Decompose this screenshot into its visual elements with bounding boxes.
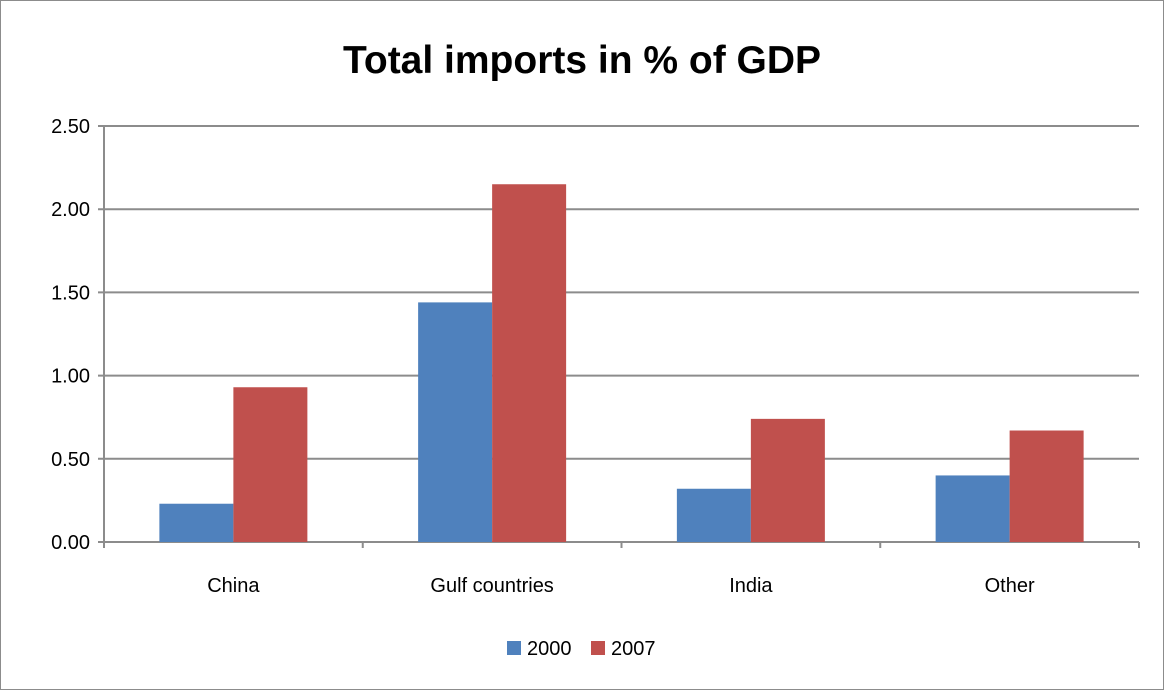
legend-label-2000: 2000 [527, 638, 572, 660]
bar-2000-other [935, 475, 1010, 542]
y-tick-label: 2.50 [51, 116, 90, 138]
legend: 2000 2007 [507, 638, 656, 660]
x-tick-label: India [729, 575, 773, 597]
y-tick-label: 0.50 [51, 449, 90, 471]
legend-label-2007: 2007 [611, 638, 656, 660]
bar-2007-other [1009, 430, 1084, 542]
bar-2007-india [750, 418, 825, 542]
y-tick-label: 0.00 [51, 532, 90, 554]
bar-2000-china [159, 503, 234, 542]
legend-swatch-2007 [591, 641, 605, 655]
bars [159, 184, 1084, 543]
y-tick-label: 1.50 [51, 282, 90, 304]
bar-2007-china [233, 387, 308, 542]
bar-2000-gulf-countries [418, 302, 493, 542]
y-axis-tick-labels: 0.00 0.50 1.00 1.50 2.00 2.50 [51, 116, 90, 554]
legend-swatch-2000 [507, 641, 521, 655]
y-tick-label: 2.00 [51, 199, 90, 221]
x-tick-label: Gulf countries [430, 575, 553, 597]
y-tick-label: 1.00 [51, 366, 90, 388]
chart-title: Total imports in % of GDP [342, 39, 822, 82]
x-tick-label: China [207, 575, 260, 597]
bar-2007-gulf-countries [492, 184, 567, 543]
bar-2000-india [676, 488, 751, 542]
x-axis-tick-labels: China Gulf countries India Other [207, 575, 1035, 597]
x-tick-label: Other [985, 575, 1035, 597]
